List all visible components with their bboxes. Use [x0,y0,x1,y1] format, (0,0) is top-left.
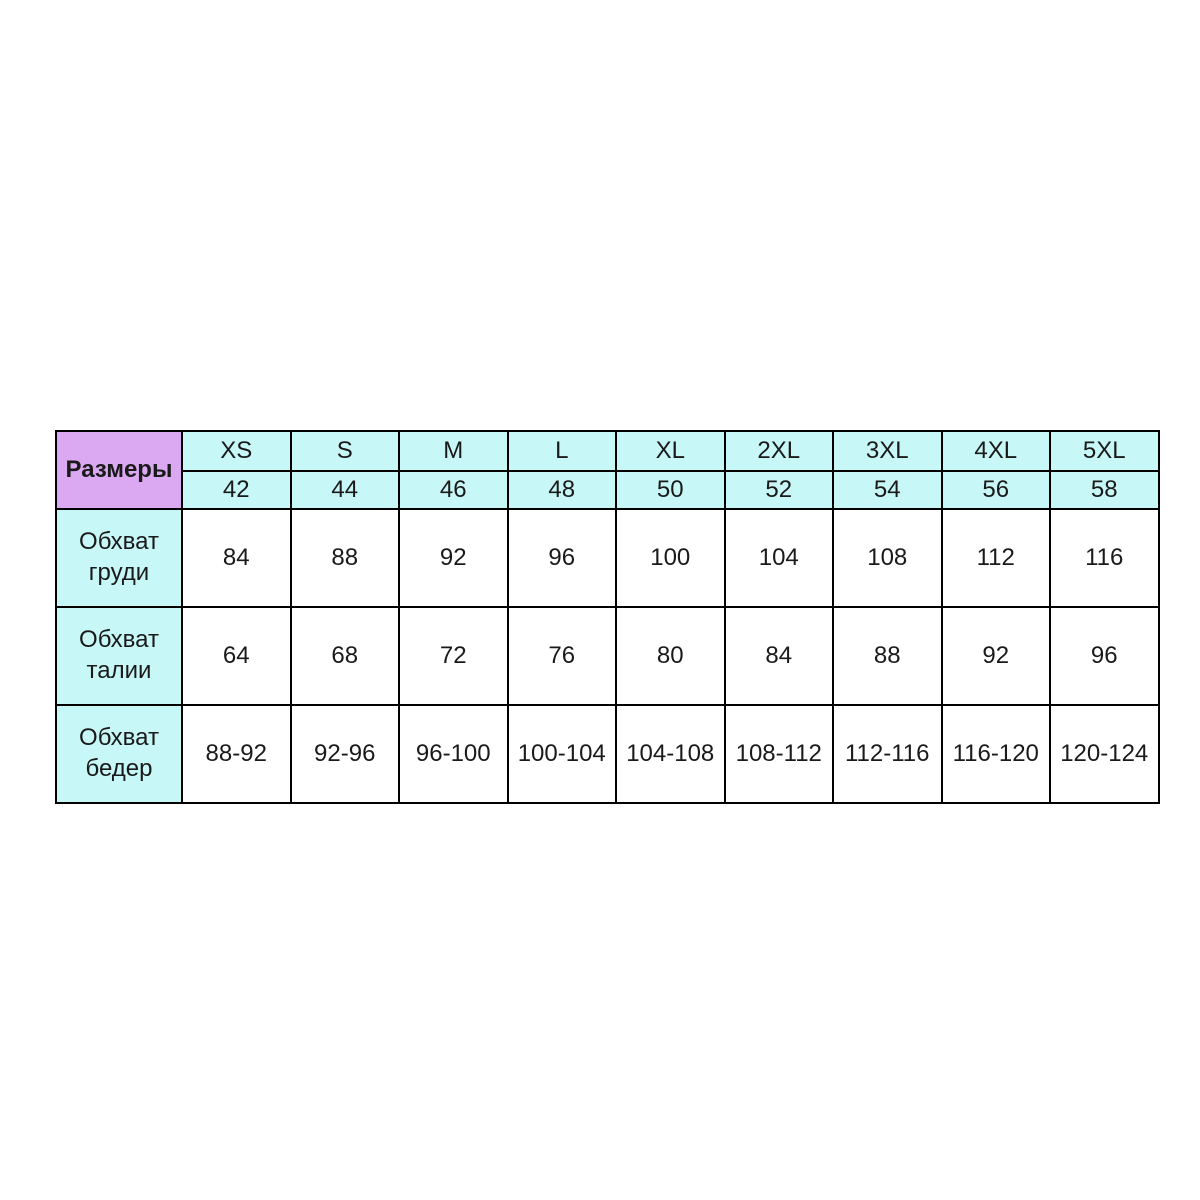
waist-value-3xl: 88 [832,606,943,706]
row-label-chest-line1: Обхват [79,528,159,556]
hips-value-4xl: 116-120 [940,704,1051,804]
size-number-50: 50 [615,470,726,510]
size-name-3xl: 3XL [832,430,943,472]
row-label-hips-line1: Обхват [79,724,159,752]
row-label-hips-line2: бедер [85,755,153,782]
hips-value-xl: 104-108 [615,704,726,804]
waist-value-s: 68 [289,606,400,706]
size-chart-container: Размеры XS S M L XL 2XL 3XL 4XL 5XL 42 4… [55,430,1160,804]
size-name-4xl: 4XL [940,430,1051,472]
waist-value-5xl: 96 [1049,606,1160,706]
size-name-s: S [289,430,400,472]
size-number-46: 46 [398,470,509,510]
table-row-chest: Обхват груди 84 88 92 96 100 104 108 112… [55,508,1160,608]
row-label-waist-line2: талии [86,657,152,684]
hips-value-3xl: 112-116 [832,704,943,804]
chest-value-s: 88 [289,508,400,608]
size-number-44: 44 [289,470,400,510]
size-number-56: 56 [940,470,1051,510]
chest-value-4xl: 112 [940,508,1051,608]
size-number-42: 42 [181,470,292,510]
waist-value-l: 76 [506,606,617,706]
size-name-l: L [506,430,617,472]
table-row-hips: Обхват бедер 88-92 92-96 96-100 100-104 … [55,704,1160,804]
table-header-row-numbers: 42 44 46 48 50 52 54 56 58 [56,470,1160,510]
chest-value-l: 96 [506,508,617,608]
hips-value-5xl: 120-124 [1049,704,1160,804]
row-label-chest: Обхват груди [55,508,183,608]
size-chart-table: Размеры XS S M L XL 2XL 3XL 4XL 5XL 42 4… [55,430,1160,804]
chest-value-xs: 84 [181,508,292,608]
size-name-m: M [398,430,509,472]
size-number-52: 52 [723,470,834,510]
chest-value-2xl: 104 [723,508,834,608]
hips-value-xs: 88-92 [181,704,292,804]
row-label-hips: Обхват бедер [55,704,183,804]
row-label-waist: Обхват талии [55,606,183,706]
row-label-waist-line1: Обхват [79,626,159,654]
table-header-row-names: Размеры XS S M L XL 2XL 3XL 4XL 5XL [55,430,1160,510]
waist-value-4xl: 92 [940,606,1051,706]
size-number-54: 54 [832,470,943,510]
size-number-58: 58 [1049,470,1160,510]
chest-value-m: 92 [398,508,509,608]
hips-value-m: 96-100 [398,704,509,804]
hips-value-l: 100-104 [506,704,617,804]
waist-value-2xl: 84 [723,606,834,706]
chest-value-3xl: 108 [832,508,943,608]
hips-value-s: 92-96 [289,704,400,804]
waist-value-xs: 64 [181,606,292,706]
size-name-5xl: 5XL [1049,430,1160,472]
size-name-2xl: 2XL [723,430,834,472]
hips-value-2xl: 108-112 [723,704,834,804]
size-number-48: 48 [506,470,617,510]
chest-value-5xl: 116 [1049,508,1160,608]
chest-value-xl: 100 [615,508,726,608]
row-label-chest-line2: груди [88,559,150,586]
table-row-waist: Обхват талии 64 68 72 76 80 84 88 92 96 [55,606,1160,706]
header-label-razmery: Размеры [55,430,183,510]
size-name-xl: XL [615,430,726,472]
waist-value-m: 72 [398,606,509,706]
waist-value-xl: 80 [615,606,726,706]
size-name-xs: XS [181,430,292,472]
